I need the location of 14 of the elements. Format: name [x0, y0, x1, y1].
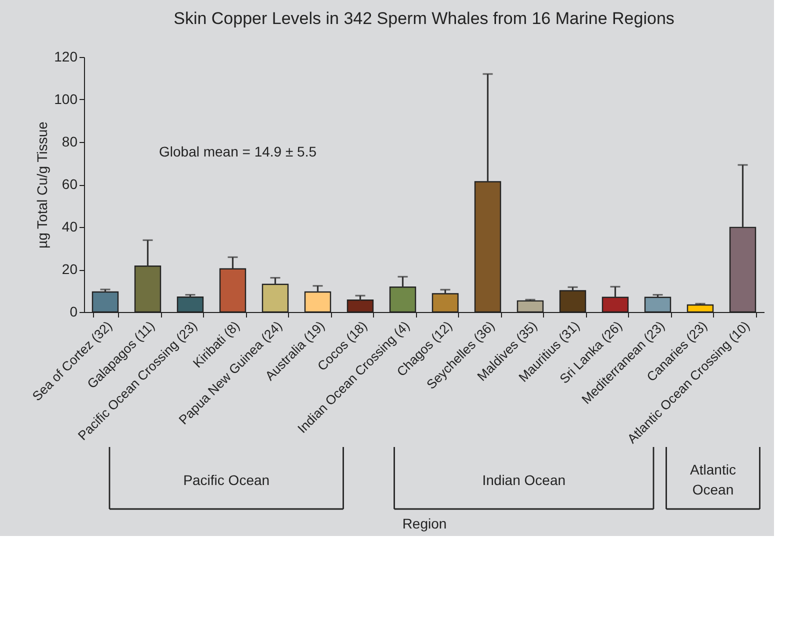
y-tick-label: 60 — [62, 176, 78, 192]
text: Indian Ocean — [482, 472, 566, 488]
annotation: Global mean = 14.9 ± 5.5 — [159, 144, 317, 160]
y-axis-title: µg Total Cu/g Tissue — [34, 121, 50, 248]
y-tick-label: 0 — [70, 304, 78, 320]
y-tick-label: 20 — [62, 261, 78, 277]
y-tick-label: 100 — [54, 91, 78, 107]
text: Atlantic Ocean — [690, 462, 736, 498]
x-axis-title: Region — [402, 516, 447, 532]
y-tick-label: 120 — [54, 48, 78, 64]
chart-title: Skin Copper Levels in 342 Sperm Whales from 16 Marine Regions — [174, 9, 674, 28]
y-tick-label: 80 — [62, 134, 78, 150]
y-tick-label: 40 — [62, 218, 78, 234]
text: Pacific Ocean — [183, 472, 270, 488]
